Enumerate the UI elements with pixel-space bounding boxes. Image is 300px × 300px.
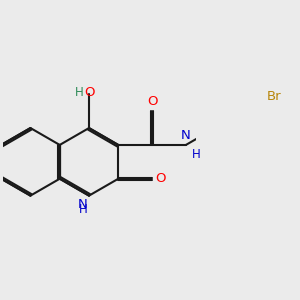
Text: O: O	[155, 172, 165, 185]
Text: O: O	[84, 86, 94, 99]
Text: Br: Br	[266, 90, 281, 103]
Text: H: H	[192, 148, 201, 160]
Text: N: N	[181, 129, 191, 142]
Text: H: H	[79, 203, 87, 216]
Text: H: H	[75, 86, 84, 99]
Text: N: N	[78, 198, 87, 212]
Text: O: O	[147, 95, 158, 108]
